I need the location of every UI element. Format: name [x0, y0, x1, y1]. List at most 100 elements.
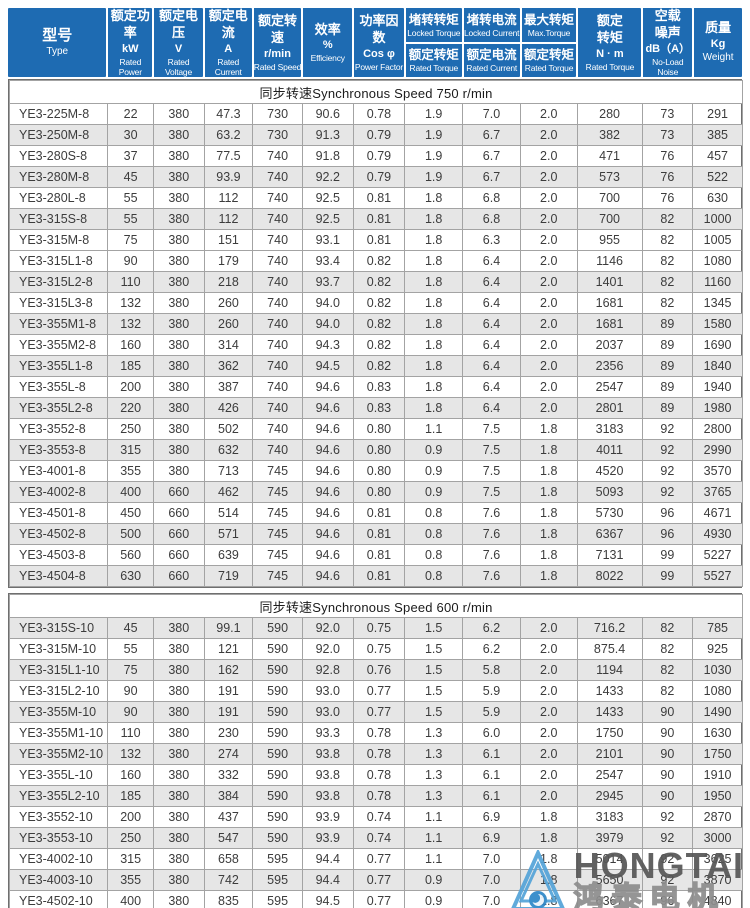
value-cell: 1.8 — [519, 523, 578, 545]
value-cell: 82 — [641, 250, 694, 272]
value-cell: 94.6 — [301, 502, 354, 524]
value-cell: 740 — [252, 250, 303, 272]
header-locked-torque-en: Locked Torque — [407, 28, 461, 39]
value-cell: 0.78 — [352, 103, 406, 125]
value-cell: 1490 — [692, 701, 743, 723]
value-cell: 89 — [641, 313, 694, 335]
value-cell: 1.1 — [404, 806, 464, 828]
value-cell: 7.5 — [462, 460, 521, 482]
value-cell: 6.7 — [462, 124, 521, 146]
value-cell: 0.8 — [404, 544, 464, 566]
value-cell: 90 — [641, 701, 694, 723]
header-rated-power-en: Rated Power — [118, 56, 142, 77]
value-cell: 1.8 — [404, 334, 464, 356]
value-cell: 0.79 — [352, 145, 406, 167]
header-rated-current-en: Rated Current — [214, 56, 242, 77]
value-cell: 658 — [203, 848, 254, 870]
value-cell: 1.3 — [404, 743, 464, 765]
value-cell: 0.8 — [404, 523, 464, 545]
value-cell: 740 — [252, 397, 303, 419]
header-rated-current-unit: A — [224, 42, 233, 55]
value-cell: 82 — [641, 659, 694, 681]
value-cell: 2.0 — [519, 638, 578, 660]
value-cell: 92.8 — [301, 659, 354, 681]
value-cell: 0.81 — [352, 208, 406, 230]
value-cell: 92.5 — [301, 187, 354, 209]
value-cell: 0.9 — [404, 481, 464, 503]
value-cell: 0.82 — [352, 292, 406, 314]
header-locked-current-rated-en: Rated Current — [466, 63, 518, 74]
value-cell: 2101 — [576, 743, 643, 765]
value-cell: 82 — [641, 292, 694, 314]
value-cell: 75 — [107, 659, 154, 681]
value-cell: 0.80 — [352, 439, 406, 461]
value-cell: 0.9 — [404, 439, 464, 461]
value-cell: 0.79 — [352, 124, 406, 146]
model-cell: YE3-355L1-8 — [8, 355, 109, 377]
value-cell: 560 — [107, 544, 154, 566]
value-cell: 1630 — [692, 722, 743, 744]
value-cell: 4011 — [576, 439, 643, 461]
model-cell: YE3-3553-10 — [8, 827, 109, 849]
value-cell: 0.81 — [352, 502, 406, 524]
value-cell: 218 — [203, 271, 254, 293]
value-cell: 2547 — [576, 764, 643, 786]
value-cell: 0.74 — [352, 806, 406, 828]
value-cell: 3183 — [576, 806, 643, 828]
value-cell: 745 — [252, 481, 303, 503]
value-cell: 89 — [641, 334, 694, 356]
value-cell: 1.3 — [404, 722, 464, 744]
value-cell: 7.0 — [462, 848, 521, 870]
model-cell: YE3-355M1-10 — [8, 722, 109, 744]
value-cell: 5227 — [692, 544, 743, 566]
value-cell: 75 — [107, 229, 154, 251]
header-noise-zh2: 噪声 — [654, 24, 681, 40]
header-rated-torque-en: Rated Torque — [585, 61, 635, 72]
header-noise-en2: Noise — [657, 66, 679, 77]
value-cell: 5650 — [576, 869, 643, 891]
value-cell: 55 — [107, 208, 154, 230]
value-cell: 1030 — [692, 659, 743, 681]
value-cell: 94.6 — [301, 376, 354, 398]
value-cell: 630 — [692, 187, 743, 209]
value-cell: 1080 — [692, 250, 743, 272]
value-cell: 6.1 — [462, 764, 521, 786]
value-cell: 132 — [107, 292, 154, 314]
value-cell: 6.8 — [462, 187, 521, 209]
value-cell: 380 — [152, 334, 205, 356]
header-rated-torque-zh1: 额定 — [596, 13, 623, 29]
value-cell: 590 — [252, 701, 303, 723]
value-cell: 0.78 — [352, 785, 406, 807]
value-cell: 0.80 — [352, 460, 406, 482]
value-cell: 925 — [692, 638, 743, 660]
value-cell: 3765 — [692, 481, 743, 503]
table-row: YE3-355L2-8 220 380 426 740 94.6 0.83 1.8 6.4 2.0… — [8, 397, 743, 419]
value-cell: 274 — [203, 743, 254, 765]
value-cell: 6.9 — [462, 827, 521, 849]
value-cell: 6.4 — [462, 376, 521, 398]
value-cell: 380 — [152, 292, 205, 314]
header-max-torque-bottom: 额定转矩 Rated Torque — [521, 41, 577, 77]
value-cell: 7.0 — [462, 869, 521, 891]
value-cell: 1345 — [692, 292, 743, 314]
table-row: YE3-280L-8 55 380 112 740 92.5 0.81 1.8 6.8 2.0 70… — [8, 187, 743, 209]
value-cell: 595 — [252, 848, 303, 870]
value-cell: 1910 — [692, 764, 743, 786]
value-cell: 1.8 — [404, 187, 464, 209]
value-cell: 2037 — [576, 334, 643, 356]
header-locked-current-rated-zh: 额定电流 — [466, 47, 517, 62]
value-cell: 955 — [576, 229, 643, 251]
value-cell: 89 — [641, 355, 694, 377]
model-cell: YE3-355L2-10 — [8, 785, 109, 807]
value-cell: 1433 — [576, 701, 643, 723]
value-cell: 471 — [576, 145, 643, 167]
table-row: YE3-225M-8 22 380 47.3 730 90.6 0.78 1.9 7.0 2.0 2… — [8, 103, 743, 125]
header-max-torque: 最大转矩 Max.Torque 额定转矩 Rated Torque — [519, 8, 577, 77]
value-cell: 6.4 — [462, 292, 521, 314]
value-cell: 700 — [576, 187, 643, 209]
value-cell: 875.4 — [576, 638, 643, 660]
value-cell: 1.8 — [404, 229, 464, 251]
header-weight: 质量 Kg Weight — [692, 8, 742, 77]
value-cell: 63.2 — [203, 124, 254, 146]
value-cell: 502 — [203, 418, 254, 440]
